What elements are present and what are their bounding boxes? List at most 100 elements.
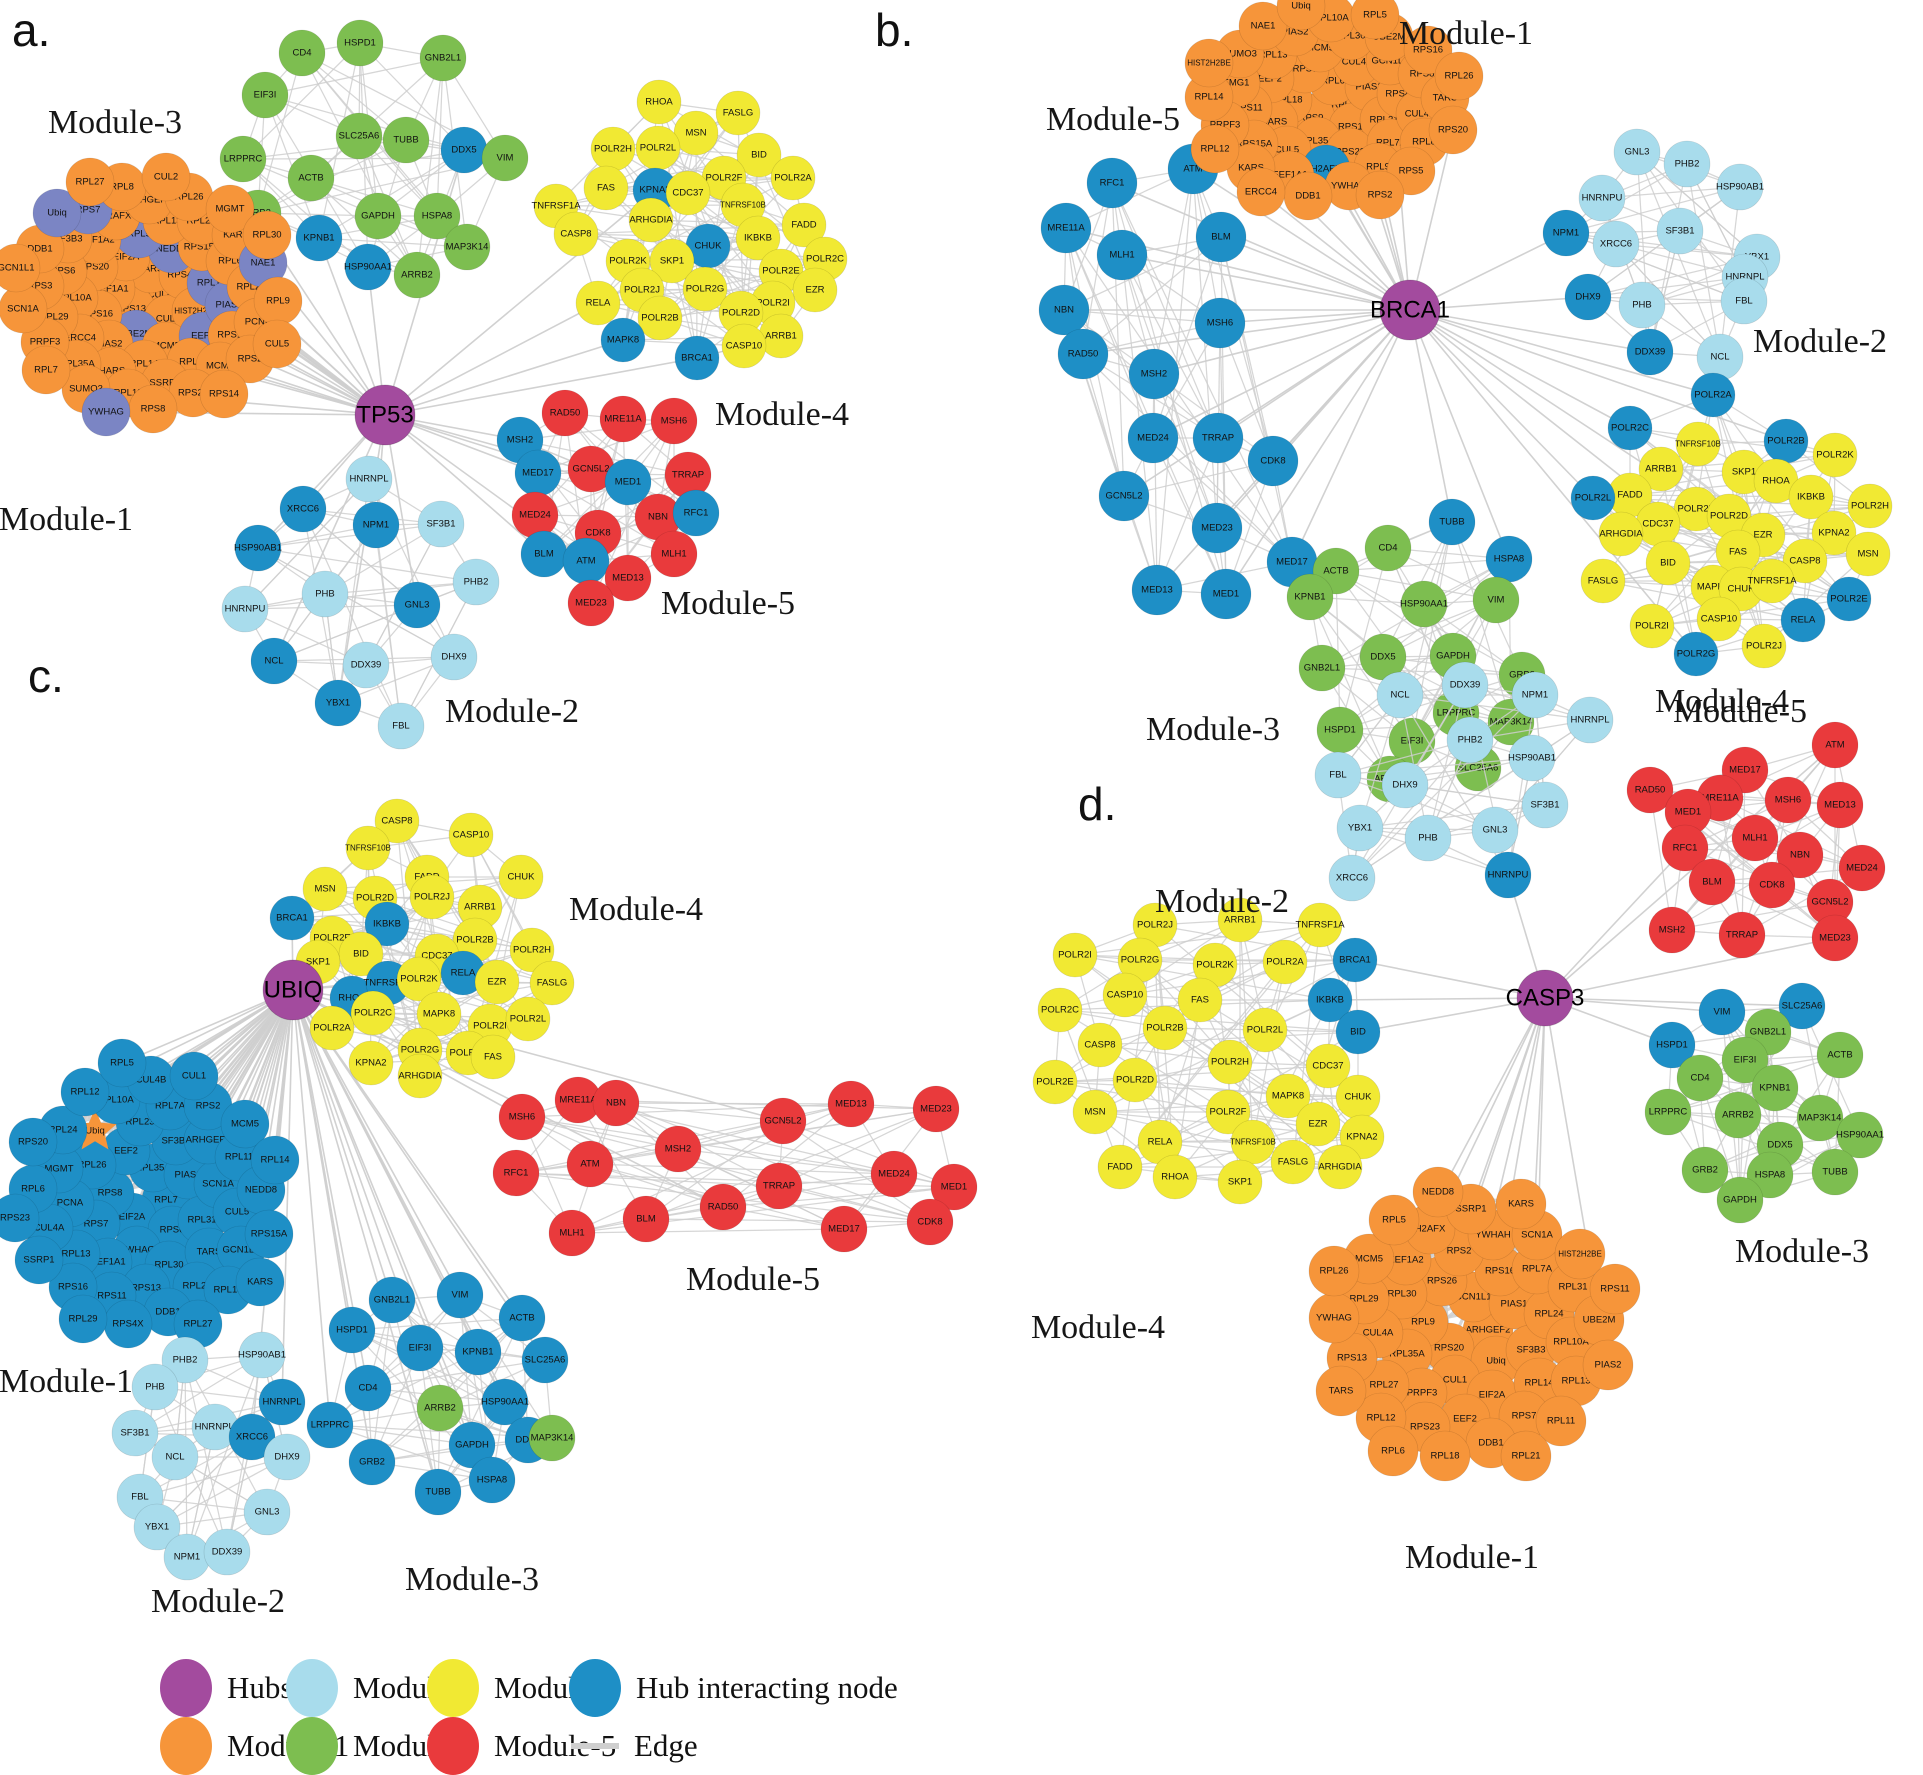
node-BID xyxy=(1335,1009,1381,1055)
node-MSH2 xyxy=(1128,348,1180,400)
node-CASP8 xyxy=(1077,1022,1123,1068)
node-CASP10 xyxy=(1696,596,1742,642)
node-MED1 xyxy=(604,458,652,506)
node-DHX9 xyxy=(1381,761,1429,809)
node-POLR2A xyxy=(770,155,816,201)
node-BID xyxy=(338,931,384,977)
node-ACTB xyxy=(498,1294,546,1342)
node-MAPK8 xyxy=(1265,1073,1311,1119)
node-RPL26 xyxy=(1434,51,1484,101)
panel-c-nodes: CASP8CASP10TNFRSF10BFADDCHUKMSNPOLR2DPOL… xyxy=(0,798,978,1581)
node-MAPK8 xyxy=(416,991,462,1037)
node-HSPA8 xyxy=(413,192,461,240)
node-TUBB xyxy=(382,116,430,164)
node-RPL11 xyxy=(1535,1395,1587,1447)
node-RELA xyxy=(1780,597,1826,643)
node-CHUK xyxy=(1335,1074,1381,1120)
node-NCL xyxy=(1376,671,1424,719)
node-POLR2H xyxy=(509,927,555,973)
node-POLR2G xyxy=(1673,631,1719,677)
node-GNL3 xyxy=(243,1488,291,1536)
node-RPL14 xyxy=(250,1135,300,1185)
legend-item-edge: Edge xyxy=(571,1716,698,1775)
node-DHX9 xyxy=(430,633,478,681)
node-BLM xyxy=(622,1195,670,1243)
node-VIM xyxy=(481,134,529,182)
module-label-b-Module-4: Module-4 xyxy=(1655,683,1789,720)
node-NAE1 xyxy=(1238,1,1288,51)
panel-c: CASP8CASP10TNFRSF10BFADDCHUKMSNPOLR2DPOL… xyxy=(0,650,978,1620)
node-RPS8 xyxy=(128,384,178,434)
node-PIAS2 xyxy=(1582,1339,1634,1391)
node-HSP90AA1 xyxy=(1400,580,1448,628)
node-MSN xyxy=(673,110,719,156)
module-label-d-Module-4: Module-4 xyxy=(1031,1309,1165,1346)
node-HNRNPL xyxy=(258,1378,306,1426)
panel-c-labels: Module-4 Module-5 Module-1 Module-2 Module-3… xyxy=(0,650,820,1620)
node-MAP3K14 xyxy=(528,1414,576,1462)
node-HNRNPU xyxy=(1578,174,1626,222)
node-IKBKB xyxy=(1788,474,1834,520)
node-MLH1 xyxy=(650,530,698,578)
node-HSPD1 xyxy=(328,1306,376,1354)
node-POLR2I xyxy=(1629,603,1675,649)
node-GNL3 xyxy=(1471,806,1519,854)
node-RPL12 xyxy=(1190,124,1240,174)
node-POLR2H xyxy=(1847,483,1893,529)
node-RFC1 xyxy=(1086,157,1138,209)
module-3-swatch-icon xyxy=(286,1717,338,1775)
node-ATM xyxy=(1811,721,1859,769)
node-KPNA2 xyxy=(1811,510,1857,556)
node-POLR2B xyxy=(1763,418,1809,464)
node-GAPDH xyxy=(1716,1176,1764,1224)
node-TRRAP xyxy=(664,451,712,499)
node-SKP1 xyxy=(1217,1159,1263,1205)
node-RFC1 xyxy=(1661,824,1709,872)
node-TRRAP xyxy=(1718,911,1766,959)
node-CD4 xyxy=(344,1364,392,1412)
panel-letter-a: a. xyxy=(12,4,50,56)
node-EZR xyxy=(792,267,838,313)
node-PHB2 xyxy=(452,558,500,606)
module-label-d-Module-2: Module-2 xyxy=(1155,883,1289,920)
node-RPS20 xyxy=(8,1117,58,1167)
node-HSP90AB1 xyxy=(1508,734,1556,782)
node-TUBB xyxy=(414,1468,462,1516)
node-VIM xyxy=(1698,988,1746,1036)
node-CUL1 xyxy=(169,1051,219,1101)
node-PHB xyxy=(1404,814,1452,862)
panel-letter-d: d. xyxy=(1078,778,1116,830)
node-BLM xyxy=(520,530,568,578)
node-HIST2H2BE xyxy=(1184,38,1234,88)
node-RPL5 xyxy=(1350,0,1400,40)
node-NPM1 xyxy=(352,501,400,549)
node-CASP8 xyxy=(374,798,420,844)
node-SKP1 xyxy=(649,238,695,284)
node-EIF3I xyxy=(241,71,289,119)
node-MSN xyxy=(1845,531,1891,577)
node-MED24 xyxy=(870,1150,918,1198)
node-GNL3 xyxy=(393,581,441,629)
node-KARS xyxy=(235,1257,285,1307)
node-PHB2 xyxy=(161,1336,209,1384)
node-ARRB1 xyxy=(1217,897,1263,943)
node-YBX1 xyxy=(1336,804,1384,852)
node-XRCC6 xyxy=(1328,854,1376,902)
node-POLR2F xyxy=(1205,1089,1251,1135)
node-MED24 xyxy=(511,491,559,539)
node-TRRAP xyxy=(755,1162,803,1210)
node-MED24 xyxy=(1838,844,1886,892)
node-ERCC4 xyxy=(1236,167,1286,217)
node-RPL12 xyxy=(60,1067,110,1117)
node-DDX5 xyxy=(440,126,488,174)
node-LRPPRC xyxy=(306,1401,354,1449)
node-RPL5 xyxy=(97,1038,147,1088)
node-HNRNPL xyxy=(345,455,393,503)
node-CDK8 xyxy=(906,1198,954,1246)
hub-node-BRCA1 xyxy=(1379,279,1441,341)
node-YBX1 xyxy=(314,679,362,727)
node-FBL xyxy=(377,702,425,750)
panel-b-nodes: RFC1ATMMRE11AMLH1BLMNBNMSH6RAD50MSH2MED2… xyxy=(1038,0,1893,803)
node-HIST2H2BE xyxy=(1554,1228,1606,1280)
node-RFC1 xyxy=(492,1149,540,1197)
